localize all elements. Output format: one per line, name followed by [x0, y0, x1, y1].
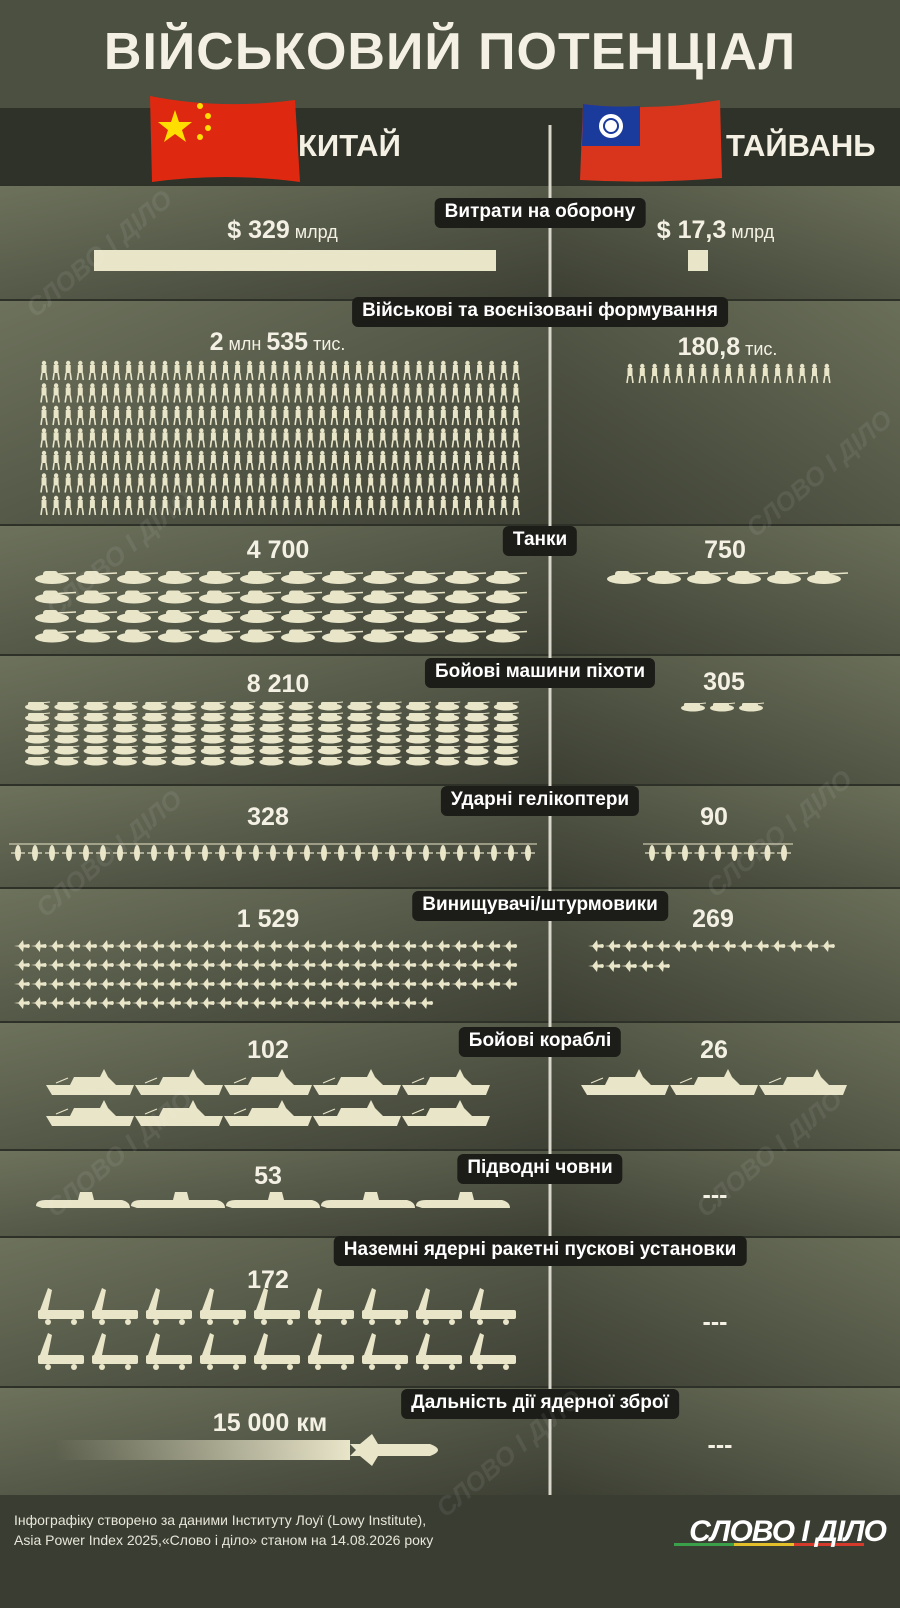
value: $ 17,3 млрд	[657, 216, 780, 245]
value: 53	[254, 1162, 282, 1191]
value-part: 53	[254, 1162, 282, 1190]
taiwan-flag	[580, 100, 722, 182]
value-part: ---	[702, 1308, 728, 1336]
section-label: Бойові кораблі	[458, 1027, 622, 1057]
value-part: млрд	[294, 222, 338, 242]
value: 102	[247, 1036, 289, 1065]
section-label: Бойові машини піхоти	[424, 658, 656, 688]
value-part: 2	[209, 328, 224, 356]
value: ---	[708, 1431, 733, 1460]
value-part: ---	[707, 1431, 733, 1459]
value-part: 26	[700, 1036, 728, 1064]
section-label: Витрати на оборону	[434, 198, 646, 228]
value-part: ---	[702, 1181, 728, 1209]
value-part: 4 700	[246, 536, 310, 564]
section-label: Військові та воєнізовані формування	[352, 297, 728, 327]
value: 8 210	[247, 670, 310, 699]
value: 269	[692, 905, 734, 934]
value: ---	[703, 1308, 728, 1337]
value-part: тис.	[313, 334, 346, 354]
value-part: 1 529	[236, 905, 300, 933]
value-part: $ 329	[227, 216, 290, 244]
section-label: Підводні човни	[457, 1154, 623, 1184]
value-part: 535	[266, 328, 309, 356]
value-part: тис.	[745, 339, 778, 359]
section-label: Ударні гелікоптери	[440, 786, 640, 816]
value: 2 млн 535 тис.	[210, 328, 351, 357]
value-part: 102	[247, 1036, 289, 1064]
value: $ 329 млрд	[227, 216, 343, 245]
bar	[94, 250, 496, 271]
footer-text: Asia Power Index 2025,«Слово і діло» ста…	[14, 1532, 434, 1548]
value: 172	[247, 1266, 289, 1295]
section-label: Наземні ядерні ракетні пускові установки	[333, 1236, 747, 1266]
value: 90	[700, 803, 728, 832]
value-part: 90	[700, 803, 728, 831]
value: 1 529	[237, 905, 300, 934]
value-part: 180,8	[677, 333, 741, 361]
section-bg	[550, 525, 900, 655]
country-name: ТАЙВАНЬ	[726, 128, 876, 163]
value-part: млрд	[731, 222, 775, 242]
value-part: 328	[247, 803, 289, 831]
value: ---	[703, 1181, 728, 1210]
value: 26	[700, 1036, 728, 1065]
value-part: млн	[228, 334, 262, 354]
value: 328	[247, 803, 289, 832]
value-part: 172	[247, 1266, 289, 1294]
bar	[688, 250, 708, 271]
value-part: 750	[704, 536, 746, 564]
value-part: 269	[692, 905, 734, 933]
section-label: Дальність дії ядерної зброї	[401, 1389, 679, 1419]
section-bg	[550, 300, 900, 525]
china-flag	[150, 96, 300, 182]
section-label: Танки	[502, 526, 578, 556]
country-name: КИТАЙ	[298, 128, 401, 163]
value: 305	[703, 668, 745, 697]
value: 750	[704, 536, 746, 565]
title: ВІЙСЬКОВИЙ ПОТЕНЦІАЛ	[103, 23, 797, 81]
value: 4 700	[247, 536, 310, 565]
value-part: 305	[703, 668, 745, 696]
footer-text: Інфографіку створено за даними Інституту…	[14, 1512, 427, 1528]
value: 15 000 км	[213, 1409, 327, 1438]
value: 180,8 тис.	[678, 333, 783, 362]
value-part: 15 000 км	[212, 1409, 328, 1437]
value-part: $ 17,3	[656, 216, 727, 244]
logo: СЛОВО І ДІЛО	[689, 1515, 887, 1548]
section-label: Винищувачі/штурмовики	[412, 891, 668, 921]
value-part: 8 210	[246, 670, 310, 698]
